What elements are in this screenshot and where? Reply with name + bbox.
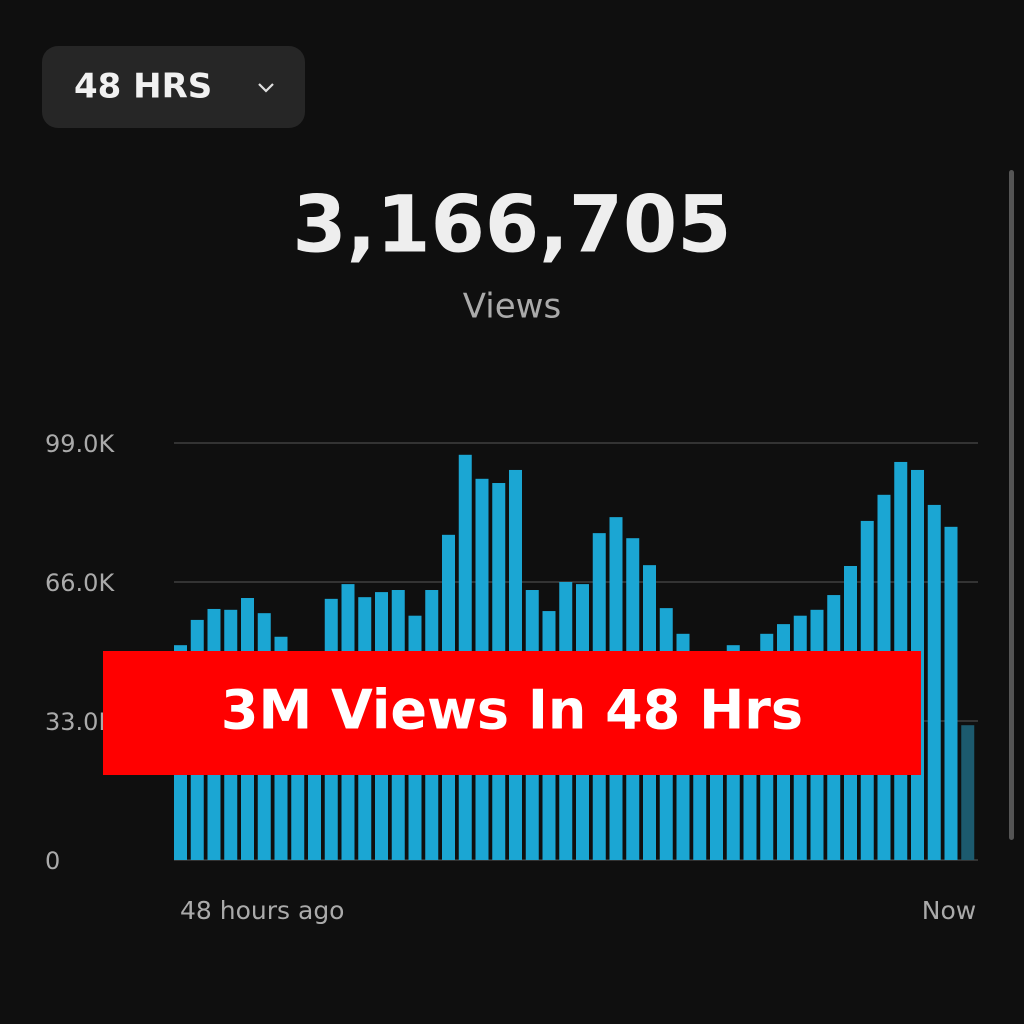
chevron bbox=[258, 83, 274, 93]
overlay: 3M Views In 48 Hrs bbox=[103, 651, 921, 775]
y-tick-label: 66.0K bbox=[45, 569, 115, 597]
x-tick-label: 48 hours ago bbox=[180, 896, 344, 925]
range-dropdown[interactable] bbox=[42, 46, 305, 128]
bar bbox=[961, 725, 975, 860]
y-tick-label: 99.0K bbox=[45, 430, 115, 458]
banner bbox=[103, 651, 921, 775]
metric-label: Views bbox=[463, 287, 561, 327]
scrollbar[interactable] bbox=[1009, 170, 1014, 840]
total-views: 3,166,705 bbox=[292, 180, 731, 270]
y-tick-label: 0 bbox=[45, 847, 60, 875]
bar bbox=[944, 526, 958, 860]
x-tick-label: Now bbox=[922, 896, 976, 925]
dropdown-label: 48 HRS bbox=[74, 67, 212, 107]
bar bbox=[927, 504, 941, 860]
banner-text: 3M Views In 48 Hrs bbox=[221, 679, 803, 742]
